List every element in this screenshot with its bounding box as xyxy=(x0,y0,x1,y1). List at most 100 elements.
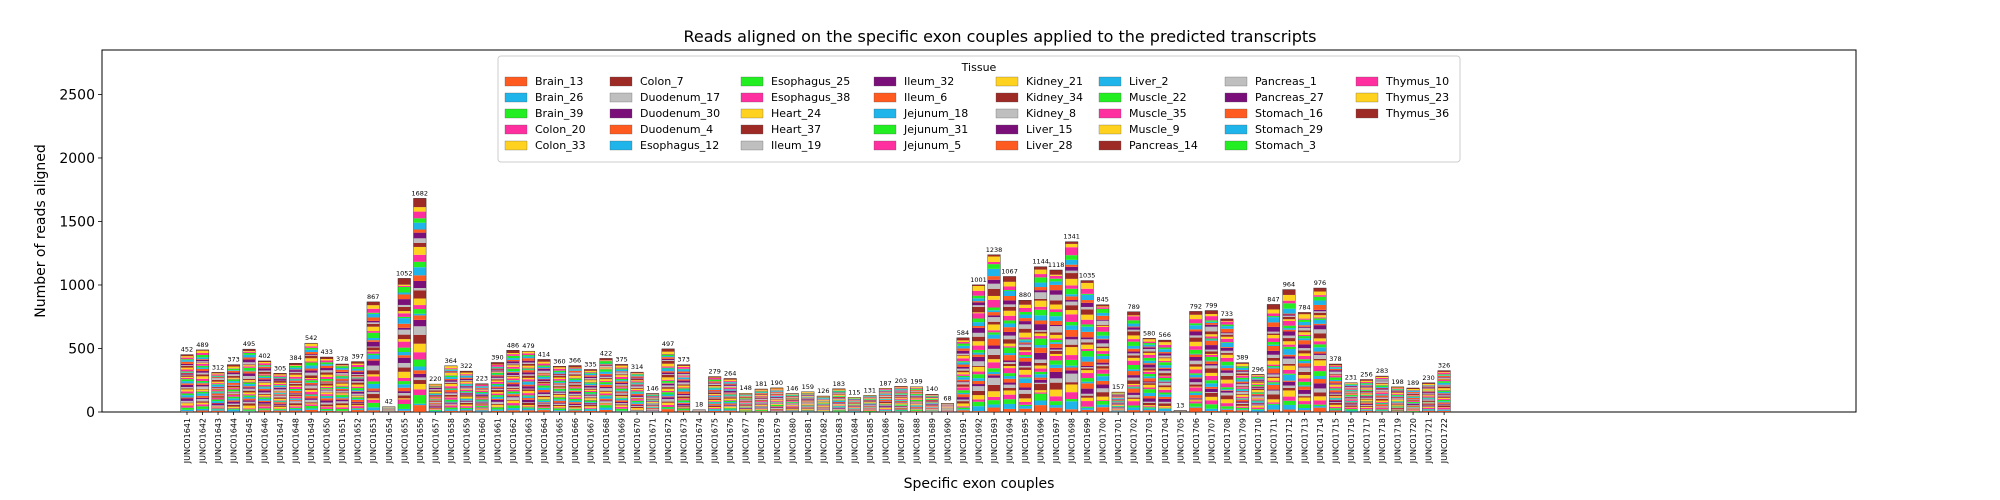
bar-segment xyxy=(335,378,349,381)
bar-segment xyxy=(1375,391,1389,392)
bar-segment xyxy=(972,298,985,302)
bar-segment xyxy=(429,399,442,401)
total-label: 364 xyxy=(445,357,457,365)
bar-segment xyxy=(1127,316,1141,321)
bar-segment xyxy=(568,369,582,371)
bar-segment xyxy=(1298,381,1311,386)
bar-segment xyxy=(879,399,892,400)
bar-segment xyxy=(1251,375,1265,377)
bar-segment xyxy=(1267,403,1280,405)
bar-segment xyxy=(1375,402,1389,403)
bar-segment xyxy=(1329,383,1342,385)
bar-segment xyxy=(894,401,908,403)
bar-segment xyxy=(1236,384,1249,387)
bar-segment xyxy=(1267,333,1280,335)
bar-segment xyxy=(1080,383,1094,389)
bar-segment xyxy=(413,254,427,262)
legend-item: Pancreas_1 xyxy=(1224,75,1317,88)
bar-segment xyxy=(1313,396,1327,401)
bar-segment xyxy=(1220,379,1234,384)
bar-segment xyxy=(723,387,737,388)
bar-segment xyxy=(863,405,877,407)
bar-segment xyxy=(429,403,442,405)
legend-label: Muscle_9 xyxy=(1129,123,1180,136)
bar-segment xyxy=(1375,383,1389,385)
legend-item: Colon_33 xyxy=(504,139,586,152)
x-tick-label: JUNC01667 xyxy=(587,418,596,464)
bar-segment xyxy=(739,398,753,400)
bar-segment xyxy=(522,369,535,371)
bar-segment xyxy=(1282,346,1296,350)
bar-stack xyxy=(1313,287,1327,413)
bar-segment xyxy=(599,384,613,387)
bar-segment xyxy=(584,404,597,406)
bar-segment xyxy=(506,388,520,390)
legend-swatch xyxy=(504,92,528,103)
bar-segment xyxy=(1096,319,1109,321)
bar-segment xyxy=(553,370,566,373)
bar-segment xyxy=(1205,334,1218,337)
legend-item: Kidney_34 xyxy=(995,91,1083,104)
bar-segment xyxy=(1034,333,1047,337)
bar-segment xyxy=(630,375,644,377)
bar-segment xyxy=(972,406,985,412)
bar-segment xyxy=(599,382,613,384)
legend-label: Pancreas_14 xyxy=(1129,139,1198,152)
bar-segment xyxy=(1127,357,1141,361)
bar-segment xyxy=(506,405,520,409)
total-label: 378 xyxy=(336,355,348,363)
x-tick-label: JUNC01684 xyxy=(850,418,859,464)
bar-segment xyxy=(1313,300,1327,305)
bar-segment xyxy=(273,406,287,409)
bar-segment xyxy=(1267,380,1280,383)
bar-segment xyxy=(910,394,923,396)
bar-segment xyxy=(1189,323,1203,326)
bar-stack xyxy=(801,391,815,413)
bar-segment xyxy=(366,332,380,338)
legend-label: Kidney_34 xyxy=(1026,91,1083,104)
bar-segment xyxy=(1282,374,1296,381)
bar-segment xyxy=(1158,408,1172,409)
bar-segment xyxy=(630,378,644,381)
bar-segment xyxy=(180,393,194,396)
bar-segment xyxy=(584,409,597,411)
bar-stack xyxy=(242,348,256,413)
total-label: 1118 xyxy=(1048,261,1065,269)
bar-segment xyxy=(1127,394,1141,398)
bar-segment xyxy=(227,395,240,397)
bar-segment xyxy=(242,357,256,360)
bar-segment xyxy=(615,391,628,393)
bar-segment xyxy=(537,365,551,367)
bar-segment xyxy=(708,389,721,392)
bar-segment xyxy=(646,410,659,412)
bar-segment xyxy=(925,405,939,406)
bar-segment xyxy=(196,384,209,387)
bar-segment xyxy=(304,343,318,344)
bar-segment xyxy=(708,397,721,398)
bar-segment xyxy=(1282,294,1296,301)
legend-swatch xyxy=(1224,108,1248,119)
bar-segment xyxy=(1251,388,1265,390)
bar-segment xyxy=(273,393,287,395)
bar-segment xyxy=(1065,392,1078,400)
x-tick-label: JUNC01670 xyxy=(633,418,642,464)
bar-segment xyxy=(584,378,597,380)
bar-segment xyxy=(956,410,970,412)
bar-segment xyxy=(1391,389,1404,390)
total-label: 402 xyxy=(258,352,270,360)
bar-segment xyxy=(894,406,908,407)
bar-segment xyxy=(770,398,784,400)
bar-stack xyxy=(1142,338,1156,413)
bar-segment xyxy=(413,238,427,243)
bar-segment xyxy=(801,404,815,406)
bar-segment xyxy=(1313,354,1327,359)
bar-segment xyxy=(1049,364,1063,368)
bar-segment xyxy=(413,309,427,314)
bar-segment xyxy=(475,406,489,408)
bar-segment xyxy=(180,397,194,399)
bar-segment xyxy=(320,386,333,388)
bar-segment xyxy=(1251,404,1265,406)
legend-swatch xyxy=(740,140,764,151)
bar-segment xyxy=(227,379,240,382)
bar-segment xyxy=(1205,380,1218,384)
